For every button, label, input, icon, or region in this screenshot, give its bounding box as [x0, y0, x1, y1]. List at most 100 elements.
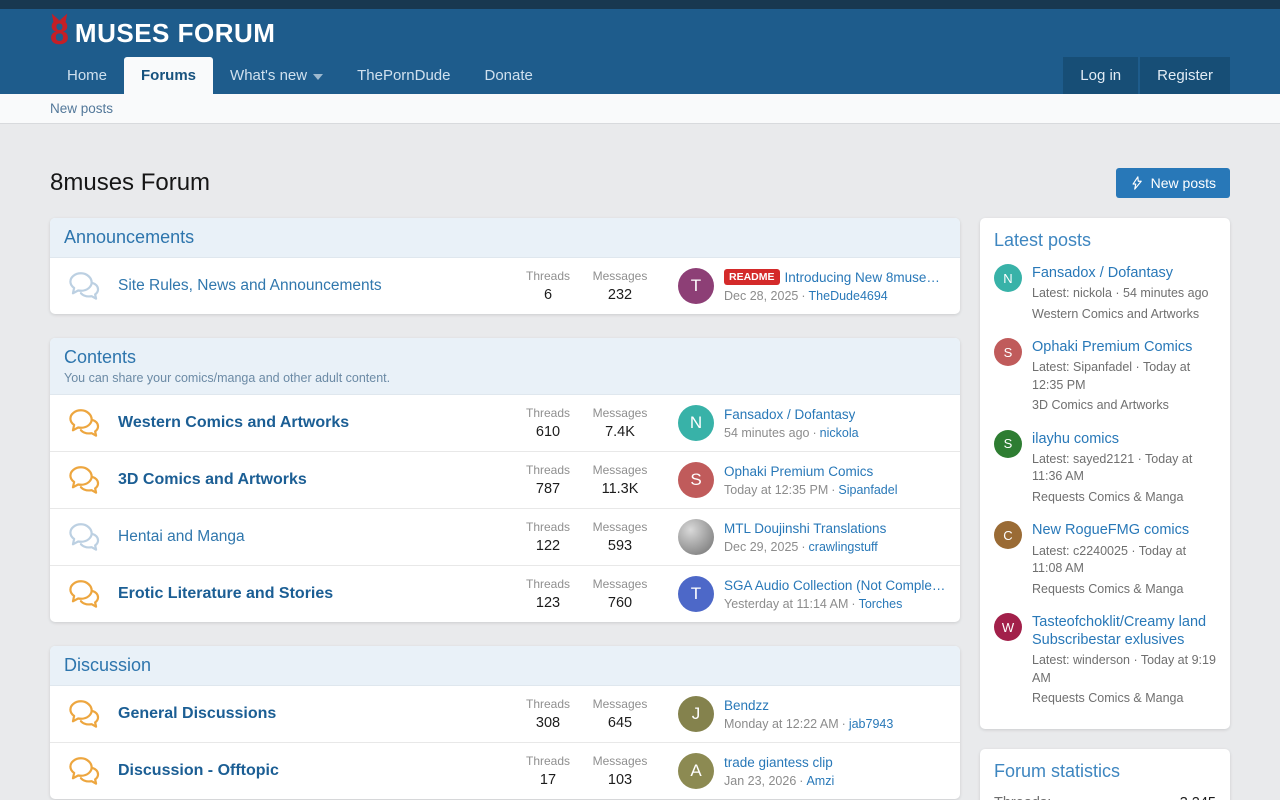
category-title-link[interactable]: Announcements: [64, 227, 195, 247]
latest-post-link[interactable]: Ophaki Premium Comics: [1032, 339, 1193, 356]
latest-post-link[interactable]: Tasteofchoklit/Creamy land Subscribestar…: [1032, 614, 1207, 649]
avatar[interactable]: S: [678, 462, 714, 498]
avatar[interactable]: S: [994, 429, 1022, 458]
forum-row-3d-comics: 3D Comics and Artworks Threads 787 Messa…: [50, 451, 960, 508]
nav-item-home[interactable]: Home: [67, 67, 108, 84]
forum-main: Site Rules, News and Announcements: [118, 277, 512, 295]
page-title: 8muses Forum: [50, 169, 211, 196]
chevron-down-icon: [313, 73, 324, 80]
forum-statistics-title: Forum statistics: [994, 760, 1121, 781]
forum-link[interactable]: Erotic Literature and Stories: [118, 585, 334, 602]
subnav-new-posts-link[interactable]: New posts: [50, 101, 114, 116]
avatar[interactable]: T: [678, 576, 714, 612]
threads-stat: Threads 17: [525, 754, 571, 788]
forum-link[interactable]: Site Rules, News and Announcements: [118, 277, 382, 294]
latest-post-forum: Western Comics and Artworks: [1032, 306, 1200, 321]
latest-post-forum: Requests Comics & Manga: [1032, 691, 1184, 706]
header-top: 8 MUSES FORUM: [0, 9, 1280, 57]
latest-post-meta: Latest: sayed2121 · Today at 11:36 AM: [1032, 451, 1193, 484]
category-description: You can share your comics/manga and othe…: [64, 371, 391, 385]
latest-user-link[interactable]: TheDude4694: [808, 289, 888, 303]
latest-thread-link[interactable]: Introducing New 8muses ...: [784, 269, 946, 285]
latest-thread-link[interactable]: Bendzz: [724, 697, 770, 713]
content: Announcements Site Rules, News and Annou…: [50, 218, 1230, 800]
page-head: 8muses Forum New posts: [50, 168, 1230, 198]
latest-post-forum: Requests Comics & Manga: [1032, 489, 1184, 504]
latest-user-link[interactable]: Sipanfadel: [838, 482, 898, 497]
category-header: Discussion: [50, 646, 960, 686]
forum-link[interactable]: General Discussions: [118, 705, 277, 722]
forum-link[interactable]: 3D Comics and Artworks: [118, 471, 307, 488]
forum-row-erotic-literature: Erotic Literature and Stories Threads 12…: [50, 565, 960, 622]
forum-link[interactable]: Hentai and Manga: [118, 528, 245, 545]
latest-thread-link[interactable]: trade giantess clip: [724, 754, 833, 770]
nav-item-forums[interactable]: Forums: [124, 57, 214, 94]
latest-user-link[interactable]: Torches: [858, 596, 903, 611]
login-button[interactable]: Log in: [1063, 57, 1139, 94]
forum-stats: Threads 6 Messages 232: [512, 269, 656, 303]
latest-meta: Jan 23, 2026 · Amzi: [724, 773, 835, 788]
latest-user-link[interactable]: crawlingstuff: [808, 539, 878, 554]
category-discussion: Discussion General Discussions Threads 3…: [50, 646, 960, 799]
messages-stat: Messages 7.4K: [592, 406, 648, 440]
forum-row-general-discussions: General Discussions Threads 308 Messages…: [50, 686, 960, 742]
forum-link[interactable]: Western Comics and Artworks: [118, 414, 350, 431]
latest-thread-link[interactable]: MTL Doujinshi Translations: [724, 520, 887, 536]
latest-post-forum: 3D Comics and Artworks: [1032, 398, 1169, 413]
latest-thread-link[interactable]: Ophaki Premium Comics: [724, 463, 874, 479]
messages-stat: Messages 103: [592, 754, 648, 788]
nav-item-whats-new[interactable]: What's new: [213, 57, 340, 94]
category-announcements: Announcements Site Rules, News and Annou…: [50, 218, 960, 314]
latest-post-link[interactable]: New RogueFMG comics: [1032, 522, 1190, 539]
messages-stat: Messages 232: [592, 269, 648, 303]
latest-thread-link[interactable]: SGA Audio Collection (Not Complet...: [724, 577, 946, 593]
threads-stat: Threads 6: [525, 269, 571, 303]
nav-item-theporndude[interactable]: ThePornDude: [357, 67, 451, 84]
auth-buttons: Log in Register: [1061, 57, 1230, 94]
latest-user-link[interactable]: nickola: [819, 425, 859, 440]
latest-post-item: S ilayhu comics Latest: sayed2121 · Toda…: [994, 429, 1216, 507]
page-container: 8muses Forum New posts Announcements Sit…: [0, 168, 1280, 800]
new-posts-button-label: New posts: [1150, 175, 1216, 191]
category-header: Contents You can share your comics/manga…: [50, 338, 960, 395]
avatar[interactable]: J: [678, 696, 714, 732]
forum-statistics-card: Forum statistics Threads: 3,245 Messages…: [980, 748, 1230, 800]
category-title-link[interactable]: Contents: [64, 347, 137, 367]
latest-meta: Dec 28, 2025 · TheDude4694: [724, 289, 888, 303]
category-contents: Contents You can share your comics/manga…: [50, 338, 960, 622]
avatar[interactable]: T: [678, 268, 714, 304]
threads-stat: Threads 610: [525, 406, 571, 440]
avatar[interactable]: S: [994, 338, 1022, 367]
lightning-bolt-icon: [1130, 176, 1144, 190]
category-title-link[interactable]: Discussion: [64, 655, 152, 675]
threads-stat: Threads 787: [525, 463, 571, 497]
avatar-photo[interactable]: [678, 519, 714, 555]
browser-top-strip: [0, 0, 1280, 9]
latest-meta: Yesterday at 11:14 AM · Torches: [724, 596, 903, 611]
register-button[interactable]: Register: [1140, 57, 1230, 94]
site-logo[interactable]: 8 MUSES FORUM: [50, 16, 275, 50]
site-header: 8 MUSES FORUM Home Forums What's new The…: [0, 9, 1280, 94]
avatar[interactable]: N: [994, 264, 1022, 292]
readme-badge: README: [724, 269, 780, 285]
latest-post-link[interactable]: ilayhu comics: [1032, 430, 1120, 447]
messages-stat: Messages 760: [592, 577, 648, 611]
latest-meta: Today at 12:35 PM · Sipanfadel: [724, 482, 898, 497]
chat-bubbles-icon: [64, 269, 104, 303]
forum-link[interactable]: Discussion - Offtopic: [118, 762, 279, 779]
avatar[interactable]: W: [994, 613, 1022, 641]
nav-item-donate[interactable]: Donate: [484, 67, 533, 84]
logo-text: MUSES FORUM: [74, 17, 276, 48]
latest-thread-link[interactable]: Fansadox / Dofantasy: [724, 406, 856, 422]
threads-stat: Threads 308: [525, 697, 571, 731]
latest-user-link[interactable]: Amzi: [806, 773, 835, 788]
avatar[interactable]: N: [678, 405, 714, 441]
logo-eight-icon: 8: [50, 14, 69, 52]
avatar[interactable]: C: [994, 521, 1022, 550]
latest-post-item: W Tasteofchoklit/Creamy land Subscribest…: [994, 613, 1216, 708]
latest-user-link[interactable]: jab7943: [848, 716, 894, 731]
latest-post-link[interactable]: Fansadox / Dofantasy: [1032, 265, 1174, 281]
avatar[interactable]: A: [678, 753, 714, 789]
latest-post-item: C New RogueFMG comics Latest: c2240025 ·…: [994, 521, 1216, 598]
new-posts-button[interactable]: New posts: [1115, 168, 1230, 198]
